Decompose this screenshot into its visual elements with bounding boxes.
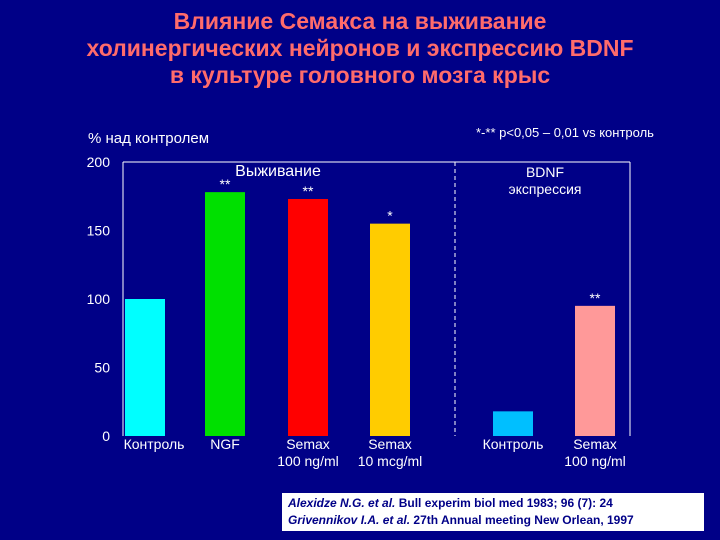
x-tick-label: Semax xyxy=(573,436,617,452)
slide-title: Влияние Семакса на выживание холинергиче… xyxy=(0,8,720,89)
bar xyxy=(575,305,615,436)
significance-mark: ** xyxy=(590,290,601,306)
group-label-bdnf: экспрессия xyxy=(509,181,582,197)
reference-1-authors: Alexidze N.G. et al. xyxy=(288,496,396,510)
y-tick-label: 150 xyxy=(87,223,111,239)
x-tick-label: 100 ng/ml xyxy=(564,453,625,469)
bar xyxy=(288,198,328,436)
x-tick-label: NGF xyxy=(210,436,240,452)
bar xyxy=(370,223,410,436)
significance-mark: ** xyxy=(303,183,314,199)
significance-note: *-** p<0,05 – 0,01 vs контроль xyxy=(476,125,654,140)
reference-box: Alexidze N.G. et al. Bull experim biol m… xyxy=(282,493,704,531)
x-tick-label: Контроль xyxy=(124,436,185,452)
reference-1-source: Bull experim biol med 1983; 96 (7): 24 xyxy=(398,496,613,510)
reference-2: Grivennikov I.A. et al. 27th Annual meet… xyxy=(288,512,698,529)
bar xyxy=(205,192,245,436)
reference-2-authors: Grivennikov I.A. et al. xyxy=(288,513,411,527)
significance-mark: ** xyxy=(220,176,231,192)
x-tick-label: 100 ng/ml xyxy=(277,453,338,469)
reference-2-source: 27th Annual meeting New Orlean, 1997 xyxy=(413,513,634,527)
title-line-3: в культуре головного мозга крыс xyxy=(169,62,551,88)
group-label-bdnf: BDNF xyxy=(526,164,564,180)
y-tick-label: 100 xyxy=(87,291,111,307)
x-tick-label: Semax xyxy=(368,436,412,452)
y-axis-label: % над контролем xyxy=(88,130,210,147)
title-line-2: холинергических нейронов и экспрессию BD… xyxy=(86,35,634,61)
reference-1: Alexidze N.G. et al. Bull experim biol m… xyxy=(288,495,698,512)
x-tick-label: 10 mcg/ml xyxy=(358,453,423,469)
x-tick-label: Semax xyxy=(286,436,330,452)
y-tick-label: 50 xyxy=(94,360,110,376)
y-tick-label: 0 xyxy=(102,428,110,444)
bar xyxy=(493,411,533,436)
group-label-survival: Выживание xyxy=(235,163,321,180)
bar xyxy=(125,299,165,436)
y-tick-label: 200 xyxy=(87,154,111,170)
title-line-1: Влияние Семакса на выживание xyxy=(173,8,547,34)
significance-mark: * xyxy=(387,208,393,224)
x-tick-label: Контроль xyxy=(483,436,544,452)
